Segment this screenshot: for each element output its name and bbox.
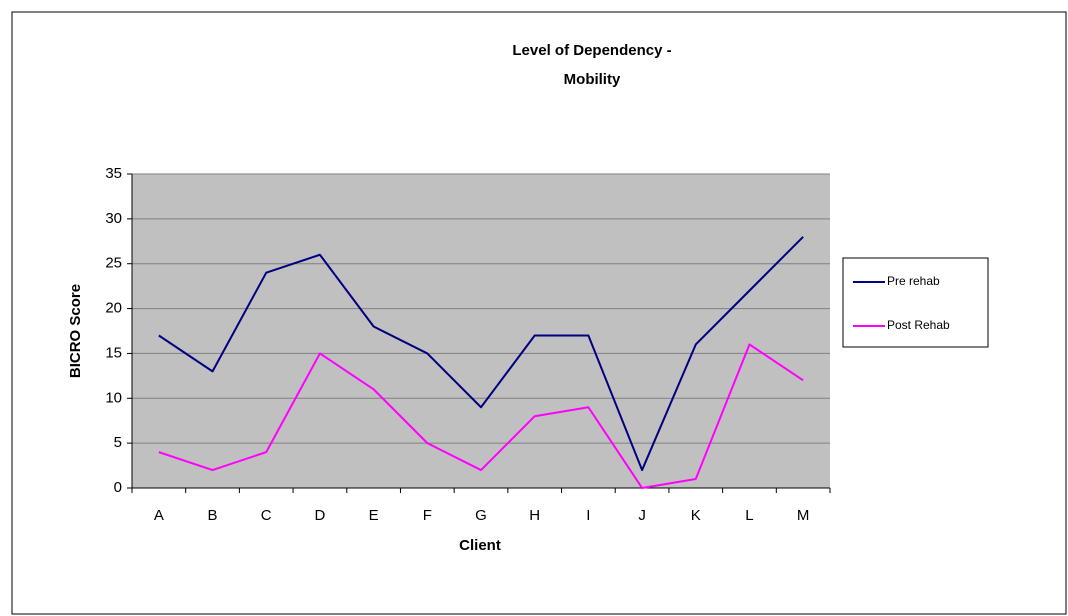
chart-title: Level of Dependency -: [512, 42, 671, 59]
legend-label: Pre rehab: [887, 274, 940, 288]
x-tick-label: I: [586, 507, 590, 524]
x-tick-label: A: [154, 507, 164, 524]
legend-box: [842, 257, 989, 348]
y-tick-label: 35: [105, 165, 122, 182]
x-tick-label: K: [691, 507, 701, 524]
x-tick-label: B: [208, 507, 218, 524]
x-tick-label: H: [529, 507, 540, 524]
x-tick-label: J: [638, 507, 646, 524]
y-tick-label: 20: [105, 300, 122, 317]
x-tick-label: M: [797, 507, 810, 524]
chart-title: Mobility: [564, 71, 621, 88]
y-tick-label: 5: [114, 434, 122, 451]
y-tick-label: 25: [105, 255, 122, 272]
series-line: [158, 343, 804, 489]
x-tick-label: E: [369, 507, 379, 524]
legend-label: Post Rehab: [887, 318, 950, 332]
x-axis-label: Client: [459, 537, 501, 554]
plot-area: [132, 174, 830, 488]
x-tick-label: G: [475, 507, 487, 524]
series-line: [158, 236, 804, 472]
y-tick-label: 0: [114, 479, 122, 496]
x-tick-label: C: [261, 507, 272, 524]
y-tick-label: 10: [105, 389, 122, 406]
y-tick-label: 15: [105, 344, 122, 361]
x-tick-label: F: [423, 507, 432, 524]
x-tick-label: D: [315, 507, 326, 524]
x-tick-label: L: [745, 507, 753, 524]
y-axis-label: BICRO Score: [67, 284, 84, 378]
y-tick-label: 30: [105, 210, 122, 227]
